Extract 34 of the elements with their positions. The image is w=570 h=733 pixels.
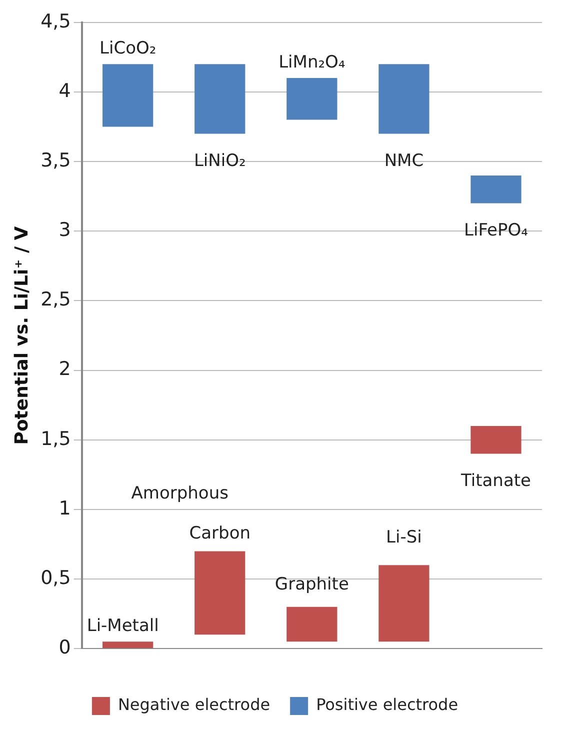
y-tick-label: 3,5 <box>40 149 71 172</box>
y-tick-label: 4 <box>58 80 71 102</box>
bar <box>194 64 246 134</box>
legend-label: Negative electrode <box>118 695 270 714</box>
bar <box>194 551 246 635</box>
annotation: Amorphous <box>131 484 229 504</box>
annotation: Li-Si <box>386 528 422 548</box>
annotation: Titanate <box>460 471 531 492</box>
y-axis-title: Potential vs. Li/Li⁺ / V <box>11 226 32 445</box>
annotation: Li-Metall <box>86 616 159 636</box>
y-tick-label: 3 <box>58 219 71 242</box>
annotation: Graphite <box>274 574 349 594</box>
annotation: LiFePO₄ <box>464 220 528 241</box>
bar <box>102 642 154 648</box>
annotation: Carbon <box>189 524 250 544</box>
bar <box>286 606 338 642</box>
bar <box>470 426 522 454</box>
annotation: NMC <box>384 151 424 172</box>
annotation: LiNiO₂ <box>194 151 246 172</box>
bar <box>378 64 430 134</box>
bar <box>286 78 338 120</box>
legend-label: Positive electrode <box>316 695 458 714</box>
bar <box>378 565 430 642</box>
bar <box>102 64 154 127</box>
annotation: LiCoO₂ <box>100 38 156 59</box>
y-tick-label: 4,5 <box>40 10 71 32</box>
y-tick-label: 0,5 <box>40 566 71 589</box>
y-tick-label: 2 <box>58 358 71 380</box>
y-tick-label: 1 <box>58 497 71 520</box>
y-tick-label: 0 <box>58 636 71 659</box>
y-tick-label: 1,5 <box>40 428 71 450</box>
annotation: LiMn₂O₄ <box>278 52 346 72</box>
bar <box>470 175 522 204</box>
y-tick-label: 2,5 <box>40 288 71 311</box>
